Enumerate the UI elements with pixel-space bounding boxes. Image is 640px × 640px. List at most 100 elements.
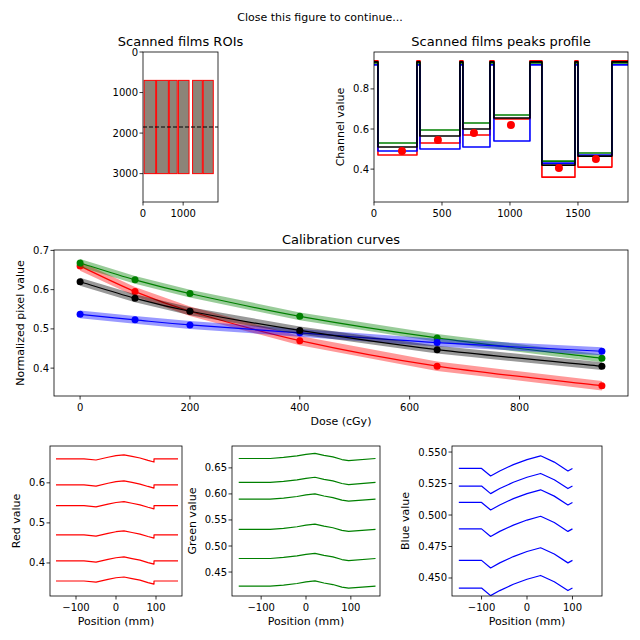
x-tick bbox=[572, 596, 573, 600]
point bbox=[434, 346, 441, 353]
y-axis-title: Red value bbox=[10, 494, 23, 549]
x-tick-label: 0 bbox=[303, 602, 309, 613]
series-line bbox=[239, 477, 376, 484]
x-tick-label: 1000 bbox=[497, 208, 522, 219]
y-tick-label: 0.5 bbox=[33, 323, 49, 334]
point bbox=[598, 355, 605, 362]
x-tick-label: 100 bbox=[563, 602, 582, 613]
panel-title: Calibration curves bbox=[282, 232, 400, 247]
point bbox=[132, 295, 139, 302]
uncertainty-band bbox=[80, 278, 602, 370]
point bbox=[598, 382, 605, 389]
y-tick bbox=[371, 169, 375, 170]
x-tick-label: 100 bbox=[146, 602, 165, 613]
x-axis-title: Position (mm) bbox=[78, 615, 154, 628]
y-tick-label: 1000 bbox=[113, 87, 138, 98]
series-line bbox=[459, 473, 573, 493]
x-tick-label: 200 bbox=[180, 402, 199, 413]
y-tick-label: 0.500 bbox=[418, 510, 447, 521]
x-tick bbox=[189, 396, 190, 400]
plot-area bbox=[374, 61, 628, 177]
panel-title: Scanned films ROIs bbox=[118, 34, 244, 49]
y-tick bbox=[140, 52, 144, 53]
point bbox=[555, 164, 563, 172]
y-axis-title: Channel value bbox=[334, 87, 347, 166]
y-tick-label: 0.65 bbox=[205, 462, 227, 473]
y-tick-label: 0.45 bbox=[205, 567, 227, 578]
series-line bbox=[459, 548, 573, 568]
x-tick-label: 100 bbox=[341, 602, 360, 613]
series-line bbox=[239, 553, 376, 560]
point bbox=[434, 363, 441, 370]
y-tick bbox=[371, 129, 375, 130]
y-tick bbox=[229, 493, 233, 494]
x-tick bbox=[509, 202, 510, 206]
x-axis-title: Position (mm) bbox=[489, 615, 565, 628]
y-tick-label: 0.55 bbox=[205, 514, 227, 525]
series-line bbox=[56, 557, 178, 564]
series-line bbox=[239, 453, 376, 460]
plot-area bbox=[56, 455, 178, 584]
y-tick bbox=[371, 88, 375, 89]
point bbox=[186, 308, 193, 315]
point bbox=[186, 308, 193, 315]
x-axis-title: Dose (cGy) bbox=[311, 415, 372, 428]
y-tick-label: 0.525 bbox=[418, 478, 447, 489]
y-tick bbox=[449, 515, 453, 516]
y-tick bbox=[51, 368, 55, 369]
y-tick-label: 0.450 bbox=[418, 572, 447, 583]
y-tick-label: 0.475 bbox=[418, 541, 447, 552]
point bbox=[186, 290, 193, 297]
y-tick bbox=[229, 519, 233, 520]
x-tick bbox=[80, 396, 81, 400]
series-line bbox=[239, 524, 376, 531]
series-line bbox=[56, 481, 178, 488]
point bbox=[296, 337, 303, 344]
series-line bbox=[80, 263, 602, 358]
y-tick-label: 0.7 bbox=[33, 245, 49, 256]
x-tick-label: 0 bbox=[77, 402, 83, 413]
y-tick-label: 0.8 bbox=[353, 83, 369, 94]
x-tick-label: 600 bbox=[400, 402, 419, 413]
profile-line bbox=[143, 126, 218, 127]
point bbox=[507, 121, 515, 129]
x-tick bbox=[76, 596, 77, 600]
x-tick bbox=[374, 202, 375, 206]
axes-frame bbox=[54, 250, 628, 396]
y-tick bbox=[229, 572, 233, 573]
y-tick bbox=[51, 328, 55, 329]
x-tick-label: 1500 bbox=[565, 208, 590, 219]
x-tick bbox=[441, 202, 442, 206]
x-tick bbox=[481, 596, 482, 600]
x-tick bbox=[299, 396, 300, 400]
y-tick-label: 0.4 bbox=[33, 363, 49, 374]
series-line bbox=[459, 575, 573, 595]
axes-frame bbox=[374, 52, 628, 202]
x-tick-label: 1000 bbox=[170, 208, 195, 219]
x-tick bbox=[143, 202, 144, 206]
y-tick bbox=[449, 577, 453, 578]
x-tick bbox=[116, 596, 117, 600]
series-line bbox=[239, 494, 376, 501]
point bbox=[77, 259, 84, 266]
point bbox=[598, 363, 605, 370]
series-line bbox=[56, 531, 178, 538]
point bbox=[398, 147, 406, 155]
y-tick bbox=[47, 522, 51, 523]
series-line bbox=[459, 456, 573, 476]
y-tick bbox=[449, 452, 453, 453]
y-tick-label: 0.60 bbox=[205, 488, 227, 499]
axes-frame bbox=[452, 446, 602, 596]
series-line bbox=[56, 455, 178, 462]
plot-area bbox=[143, 52, 218, 202]
point bbox=[434, 339, 441, 346]
series-line bbox=[374, 61, 628, 177]
x-tick-label: 0 bbox=[524, 602, 530, 613]
y-tick-label: 0.6 bbox=[33, 284, 49, 295]
x-tick bbox=[577, 202, 578, 206]
y-tick bbox=[229, 546, 233, 547]
series-line bbox=[56, 577, 178, 584]
y-tick-label: 2000 bbox=[113, 128, 138, 139]
y-tick-label: 0.550 bbox=[418, 447, 447, 458]
x-tick-label: 0 bbox=[113, 602, 119, 613]
